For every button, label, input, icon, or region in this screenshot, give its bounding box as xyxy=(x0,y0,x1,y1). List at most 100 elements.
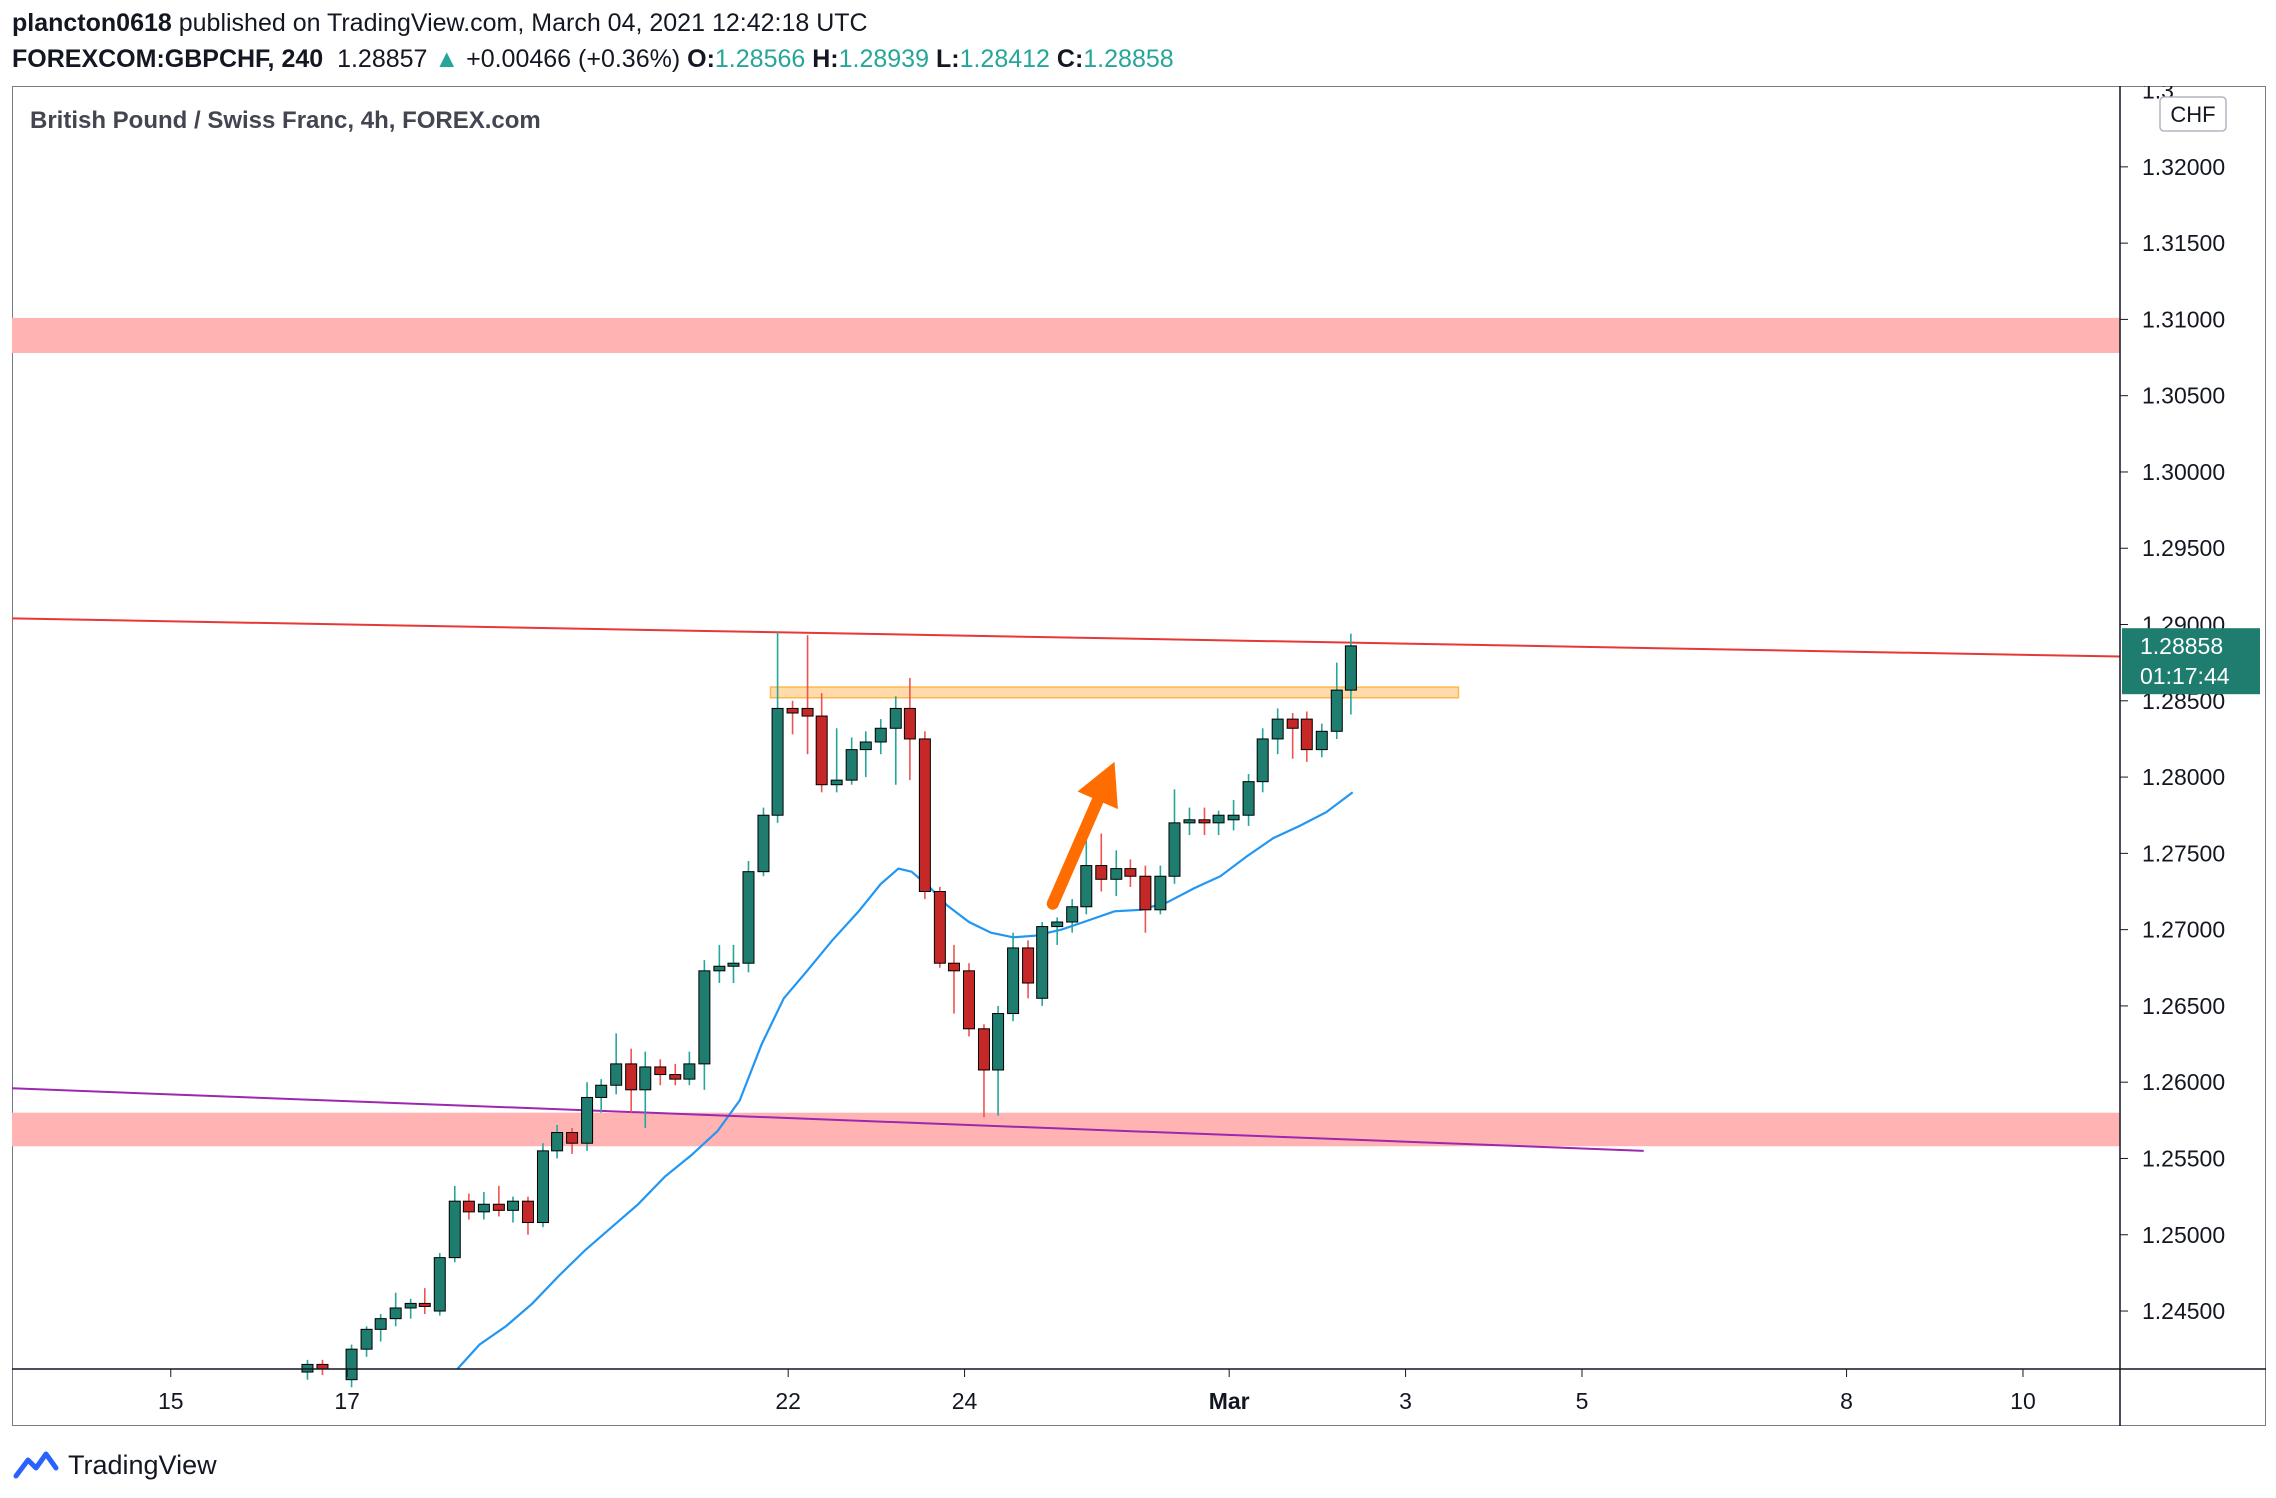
candle-body xyxy=(536,1150,549,1224)
candle-body xyxy=(1330,689,1343,732)
candle-body xyxy=(1286,718,1299,729)
candle-2 xyxy=(345,1344,358,1388)
author-name[interactable]: plancton0618 xyxy=(12,9,172,37)
candle-20 xyxy=(610,1033,623,1095)
candle-body xyxy=(625,1063,638,1091)
candle-body xyxy=(404,1302,417,1309)
y-tick-label: 1.30500 xyxy=(2142,383,2225,409)
candle-62 xyxy=(1227,799,1240,831)
candle-body xyxy=(1344,645,1357,691)
close-label: C: xyxy=(1056,45,1084,73)
moving-average-line xyxy=(456,791,1354,1370)
candle-25 xyxy=(683,1051,696,1086)
candle-body xyxy=(374,1318,387,1330)
x-tick-label: 8 xyxy=(1840,1388,1853,1414)
candle-50 xyxy=(1051,917,1064,945)
candle-body xyxy=(683,1063,696,1080)
y-tick-label: 1.25000 xyxy=(2142,1222,2225,1248)
candle-body xyxy=(830,779,843,786)
candle-26 xyxy=(698,960,711,1090)
candle-6 xyxy=(404,1298,417,1319)
publish-info: plancton0618 published on TradingView.co… xyxy=(12,6,868,40)
candle-body xyxy=(301,1363,314,1373)
symbol-info: FOREXCOM:GBPCHF, 240 1.28857 ▲ +0.00466 … xyxy=(12,42,1174,76)
candle-9 xyxy=(448,1185,461,1263)
candle-body xyxy=(1315,730,1328,751)
candle-body xyxy=(595,1084,608,1098)
x-tick-label: 22 xyxy=(775,1388,801,1414)
publish-text: published on TradingView.com, March 04, … xyxy=(178,9,868,37)
candle-body xyxy=(1051,921,1064,928)
chart-container[interactable]: British Pound / Swiss Franc, 4h, FOREX.c… xyxy=(11,78,2266,1426)
candle-body xyxy=(506,1200,519,1211)
candle-body xyxy=(1007,947,1020,1015)
candle-45 xyxy=(977,1024,990,1118)
tradingview-logo-icon[interactable] xyxy=(12,1450,60,1480)
x-tick-label: 15 xyxy=(158,1388,184,1414)
candle-44 xyxy=(962,963,975,1037)
chart-frame xyxy=(12,86,2266,1426)
candle-31 xyxy=(771,632,784,823)
zone-pink-0 xyxy=(12,317,2120,353)
candle-66 xyxy=(1286,713,1299,759)
candle-body xyxy=(918,738,931,892)
chart-title: British Pound / Swiss Franc, 4h, FOREX.c… xyxy=(30,107,541,134)
candle-54 xyxy=(1110,850,1123,897)
candle-46 xyxy=(992,1005,1005,1116)
last-price: 1.28857 xyxy=(337,45,428,73)
candle-body xyxy=(1036,926,1049,999)
candle-body xyxy=(1183,819,1196,824)
candle-11 xyxy=(477,1192,490,1220)
candle-7 xyxy=(418,1288,431,1315)
candle-34 xyxy=(815,693,828,793)
candle-body xyxy=(815,715,828,786)
candle-body xyxy=(889,707,902,729)
candle-body xyxy=(551,1132,564,1152)
candle-body xyxy=(1168,822,1181,877)
candle-14 xyxy=(521,1196,534,1235)
candle-57 xyxy=(1154,865,1167,915)
candle-countdown: 01:17:44 xyxy=(2140,663,2230,689)
candle-35 xyxy=(830,728,843,793)
candle-body xyxy=(1124,868,1137,877)
candle-17 xyxy=(566,1127,579,1154)
candle-15 xyxy=(536,1143,549,1228)
candle-body xyxy=(433,1257,446,1312)
low-value: 1.28412 xyxy=(959,45,1050,73)
candle-body xyxy=(1256,738,1269,783)
price-chart[interactable]: British Pound / Swiss Franc, 4h, FOREX.c… xyxy=(11,78,2266,1426)
candle-body xyxy=(1227,814,1240,821)
high-value: 1.28939 xyxy=(838,45,929,73)
candle-29 xyxy=(742,860,755,973)
symbol-name: FOREXCOM:GBPCHF, 240 xyxy=(12,45,324,73)
candle-body xyxy=(713,965,726,972)
candle-22 xyxy=(639,1051,652,1128)
candle-56 xyxy=(1139,865,1152,933)
candle-body xyxy=(845,749,858,781)
y-tick-label: 1.28000 xyxy=(2142,764,2225,790)
candle-64 xyxy=(1256,728,1269,793)
candle-55 xyxy=(1124,859,1137,887)
currency-button[interactable]: CHF xyxy=(2159,96,2227,132)
candle-body xyxy=(1080,865,1093,908)
candle-body xyxy=(477,1203,490,1213)
candle-body xyxy=(654,1066,667,1076)
candle-51 xyxy=(1066,899,1079,933)
resistance-trendline xyxy=(11,617,2121,658)
candle-24 xyxy=(669,1063,682,1086)
y-tick-label: 1.32000 xyxy=(2142,154,2225,180)
candle-12 xyxy=(492,1185,505,1217)
candle-68 xyxy=(1315,723,1328,758)
x-tick-label: 3 xyxy=(1399,1388,1412,1414)
trend-arrow-shaft xyxy=(1046,794,1104,910)
y-tick-label: 1.26500 xyxy=(2142,993,2225,1019)
candle-33 xyxy=(801,635,814,755)
candle-body xyxy=(581,1096,594,1144)
candle-59 xyxy=(1183,807,1196,836)
candle-body xyxy=(448,1200,461,1259)
high-label: H: xyxy=(812,45,839,73)
candle-body xyxy=(771,707,784,816)
candle-67 xyxy=(1300,711,1313,762)
tradingview-brand[interactable]: TradingView xyxy=(68,1449,217,1480)
candle-body xyxy=(977,1028,990,1071)
